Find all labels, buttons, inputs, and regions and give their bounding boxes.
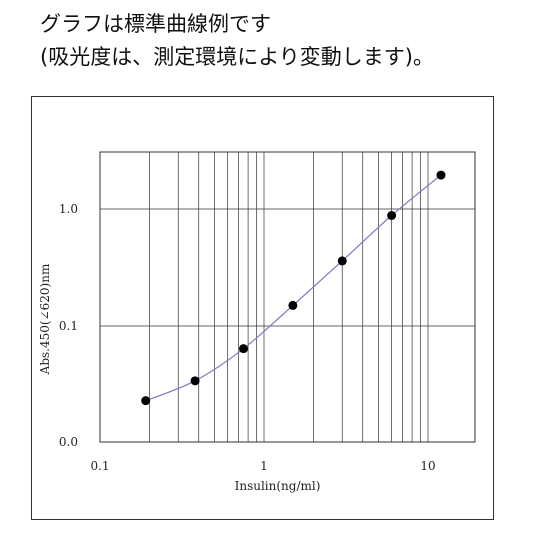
data-points	[141, 170, 446, 406]
data-point	[190, 376, 200, 386]
data-point	[288, 300, 298, 310]
y-tick-label: 0.0	[59, 435, 78, 449]
plot-border	[99, 151, 476, 443]
chart-frame	[31, 96, 494, 520]
x-tick-label: 10	[420, 459, 435, 473]
x-tick-labels: 0.1 1 10	[90, 459, 435, 473]
grid-lines	[99, 152, 475, 442]
y-tick-labels: 0.0 0.1 1.0	[59, 202, 78, 449]
data-point	[141, 396, 151, 406]
x-tick-label: 1	[260, 459, 268, 473]
data-point	[337, 256, 347, 266]
caption-line-2: (吸光度は、測定環境により変動します)。	[40, 45, 434, 69]
data-point	[436, 170, 446, 180]
data-point	[239, 344, 249, 354]
y-tick-label: 0.1	[59, 319, 78, 333]
x-tick-label: 0.1	[90, 459, 109, 473]
y-tick-label: 1.0	[59, 202, 78, 216]
data-point	[387, 210, 397, 220]
caption: グラフは標準曲線例です (吸光度は、測定環境により変動します)。	[40, 8, 434, 74]
y-axis-label: Abs.450(∠620)nm	[38, 263, 52, 375]
x-axis-label: Insulin(ng/ml)	[235, 479, 321, 493]
caption-line-1: グラフは標準曲線例です	[40, 12, 271, 36]
